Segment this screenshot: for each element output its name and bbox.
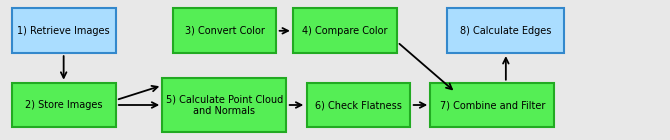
FancyBboxPatch shape [448, 8, 564, 53]
Text: 6) Check Flatness: 6) Check Flatness [315, 100, 402, 110]
Text: 1) Retrieve Images: 1) Retrieve Images [17, 26, 110, 36]
FancyBboxPatch shape [12, 8, 115, 53]
Text: 3) Convert Color: 3) Convert Color [184, 26, 265, 36]
Text: 4) Compare Color: 4) Compare Color [302, 26, 388, 36]
FancyBboxPatch shape [12, 83, 115, 127]
FancyBboxPatch shape [430, 83, 554, 127]
FancyBboxPatch shape [293, 8, 397, 53]
FancyBboxPatch shape [173, 8, 276, 53]
FancyBboxPatch shape [163, 78, 287, 132]
Text: 7) Combine and Filter: 7) Combine and Filter [440, 100, 545, 110]
Text: 5) Calculate Point Cloud
and Normals: 5) Calculate Point Cloud and Normals [166, 94, 283, 116]
Text: 8) Calculate Edges: 8) Calculate Edges [460, 26, 551, 36]
FancyBboxPatch shape [307, 83, 410, 127]
Text: 2) Store Images: 2) Store Images [25, 100, 103, 110]
